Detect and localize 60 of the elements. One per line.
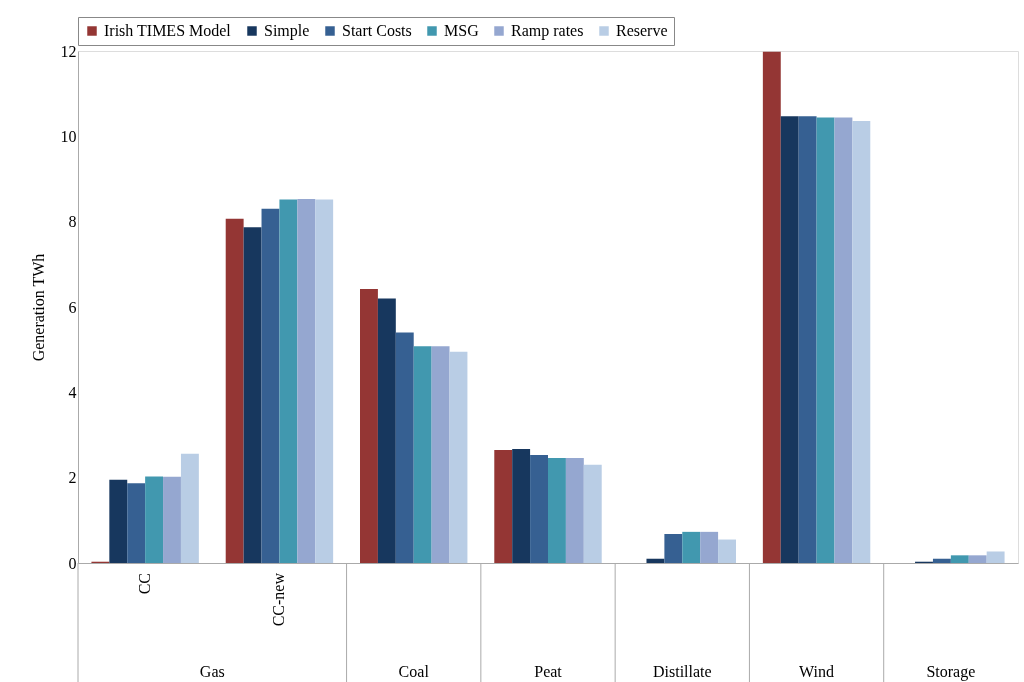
x-tick-label: Coal [398,663,430,680]
y-tick-label: 0 [68,554,77,572]
bar [297,199,316,563]
y-tick-label: 6 [68,298,77,316]
bar [109,479,128,563]
bar [279,199,298,563]
bar [530,455,548,563]
bar [583,464,602,563]
bar [932,558,951,563]
bar [718,539,736,563]
bar [163,476,181,563]
bar [852,120,871,563]
bar [494,449,513,563]
x-tick-label: Storage [926,663,976,681]
bar [431,346,450,563]
y-tick-label: 4 [68,383,77,401]
bar [360,289,378,563]
bar [664,533,683,563]
y-tick-label: 12 [60,42,77,60]
legend-label: Start Costs [342,22,412,39]
bar [261,208,280,563]
bar [180,453,199,563]
bar [762,51,781,563]
bar [377,298,396,563]
bar [700,531,719,563]
bar [413,346,432,563]
legend-label: MSG [444,22,480,39]
legend-label: Simple [264,22,310,40]
y-axis-title: Generation TWh [29,253,47,362]
bar [968,555,987,563]
y-tick-label: 8 [68,213,77,231]
bar [950,555,969,563]
x-tick-label: CC-new [270,572,288,627]
bar [395,332,414,563]
bar [682,531,701,563]
x-tick-label: Wind [799,663,835,680]
legend-label: Reserve [616,22,668,39]
bar [145,476,164,563]
bar [512,449,531,563]
bar [225,218,244,563]
bar [548,458,566,563]
bar [780,116,799,563]
y-tick-label: 2 [68,469,77,487]
x-tick-label: Peat [534,663,563,680]
bar [986,551,1005,563]
bar [798,116,817,563]
bar [127,483,146,563]
bar [315,199,334,563]
x-tick-label: CC [136,573,154,595]
bar [834,117,853,563]
text: Gas [199,663,225,680]
legend-label: Irish TIMES Model [104,22,232,39]
x-tick-label: Distillate [652,663,712,680]
bar [243,227,262,563]
y-tick-label: 10 [60,127,77,145]
bar [646,558,665,563]
bar [816,117,835,563]
legend-label: Ramp rates [511,22,584,40]
bar [565,458,584,563]
bar [449,351,468,563]
